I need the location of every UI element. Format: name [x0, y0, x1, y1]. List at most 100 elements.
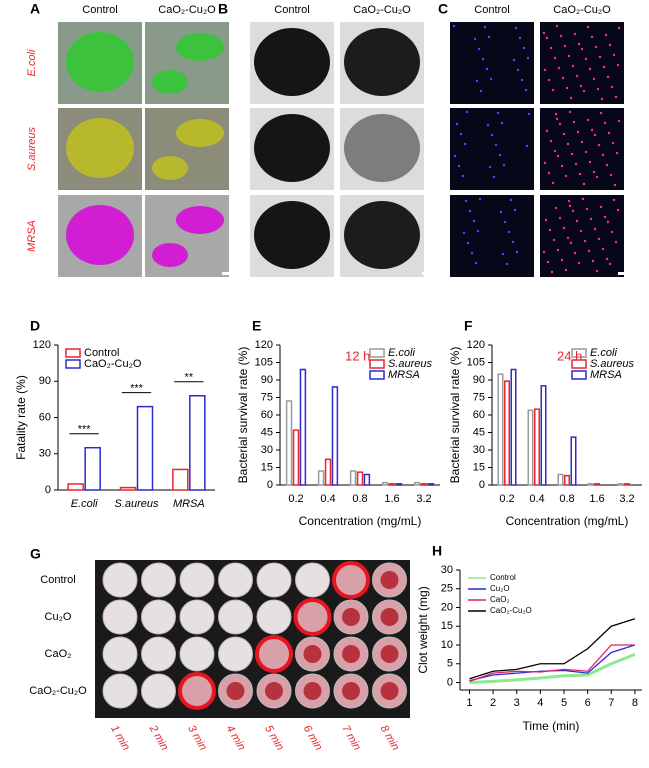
row-label: E.coli — [26, 49, 38, 76]
dot — [567, 54, 571, 58]
y-axis-title: Clot weight (mg) — [416, 586, 430, 673]
fluorescence — [540, 22, 624, 104]
dot — [479, 89, 483, 93]
dot — [550, 270, 554, 274]
bar — [624, 483, 630, 486]
dot — [598, 55, 602, 59]
dot — [547, 78, 551, 82]
dot — [579, 84, 583, 88]
dot — [586, 118, 590, 122]
dot — [453, 154, 457, 158]
column-label: CaO₂-Cu₂O — [353, 4, 411, 16]
cells — [66, 205, 134, 265]
bar — [395, 483, 403, 486]
fluorescence — [540, 195, 624, 277]
dot — [557, 66, 561, 70]
clot — [380, 645, 399, 663]
scale-bar — [618, 272, 628, 275]
micrograph — [145, 108, 229, 190]
annotation: 24 h — [557, 348, 582, 363]
dot — [586, 25, 590, 29]
x-tick-label: 0.4 — [320, 493, 335, 505]
panel-label: E — [252, 318, 261, 334]
dot — [518, 36, 522, 40]
dot — [542, 250, 546, 254]
dot — [496, 111, 500, 115]
dot — [617, 26, 621, 30]
bar — [172, 468, 189, 491]
column-label: 1 min — [108, 723, 132, 752]
dot — [544, 218, 548, 222]
clot — [344, 201, 420, 269]
cells — [176, 119, 224, 147]
y-tick-label: 10 — [441, 639, 453, 651]
dot — [595, 269, 599, 273]
dot — [582, 182, 586, 186]
legend-label: MRSA — [590, 369, 622, 381]
clot — [342, 608, 360, 626]
dot — [509, 198, 513, 202]
y-tick-label: 30 — [441, 564, 453, 576]
dot — [588, 67, 592, 71]
dot — [542, 31, 546, 35]
x-tick-label: 0.2 — [288, 493, 303, 505]
column-label: 6 min — [301, 723, 325, 752]
dot — [520, 78, 524, 82]
dot — [525, 144, 529, 148]
row-label: Control — [40, 574, 75, 586]
y-tick-label: 30 — [473, 444, 485, 456]
well — [295, 562, 330, 598]
legend-label: S.aureus — [388, 358, 433, 370]
panel-label: A — [30, 1, 40, 17]
dot — [584, 150, 588, 154]
line — [469, 652, 636, 684]
bar — [388, 483, 396, 486]
x-tick-label: 8 — [632, 697, 638, 709]
dot — [562, 226, 566, 230]
dot — [593, 133, 597, 137]
dot — [488, 165, 492, 169]
column-label: Control — [474, 4, 509, 16]
dot — [566, 142, 570, 146]
dot — [582, 89, 586, 93]
fluorescence — [450, 22, 534, 104]
y-tick-label: 15 — [261, 461, 273, 473]
fluorescence — [450, 195, 534, 277]
dot — [494, 143, 498, 147]
bar — [84, 446, 101, 491]
dot — [477, 47, 481, 51]
dot — [590, 35, 594, 39]
y-tick-label: 25 — [441, 583, 453, 595]
dot — [577, 42, 581, 46]
bar — [299, 368, 307, 486]
well — [218, 636, 253, 672]
y-axis-title: Fatality rate (%) — [14, 375, 28, 460]
panel-label: D — [30, 318, 40, 334]
dot — [612, 198, 616, 202]
highlight — [293, 598, 332, 636]
dot — [500, 121, 504, 125]
dot — [605, 163, 609, 167]
y-tick-label: 30 — [39, 448, 51, 460]
x-axis-title: Time (min) — [523, 719, 580, 733]
bar — [349, 470, 357, 486]
bar — [381, 481, 389, 486]
dot — [554, 206, 558, 210]
y-tick-label: 20 — [441, 601, 453, 613]
legend-label: E.coli — [388, 347, 415, 359]
significance: *** — [130, 383, 144, 395]
dot — [472, 219, 476, 223]
column-label: Control — [274, 4, 309, 16]
dot — [567, 199, 571, 203]
legend-swatch — [369, 359, 385, 369]
scale-bar — [422, 272, 432, 275]
dot — [599, 111, 603, 115]
dot — [575, 74, 579, 78]
highlight — [178, 672, 216, 710]
dot — [483, 25, 487, 29]
dot — [553, 56, 557, 60]
dot — [599, 205, 603, 209]
dot — [597, 237, 601, 241]
dot — [560, 164, 564, 168]
bar — [427, 483, 435, 486]
